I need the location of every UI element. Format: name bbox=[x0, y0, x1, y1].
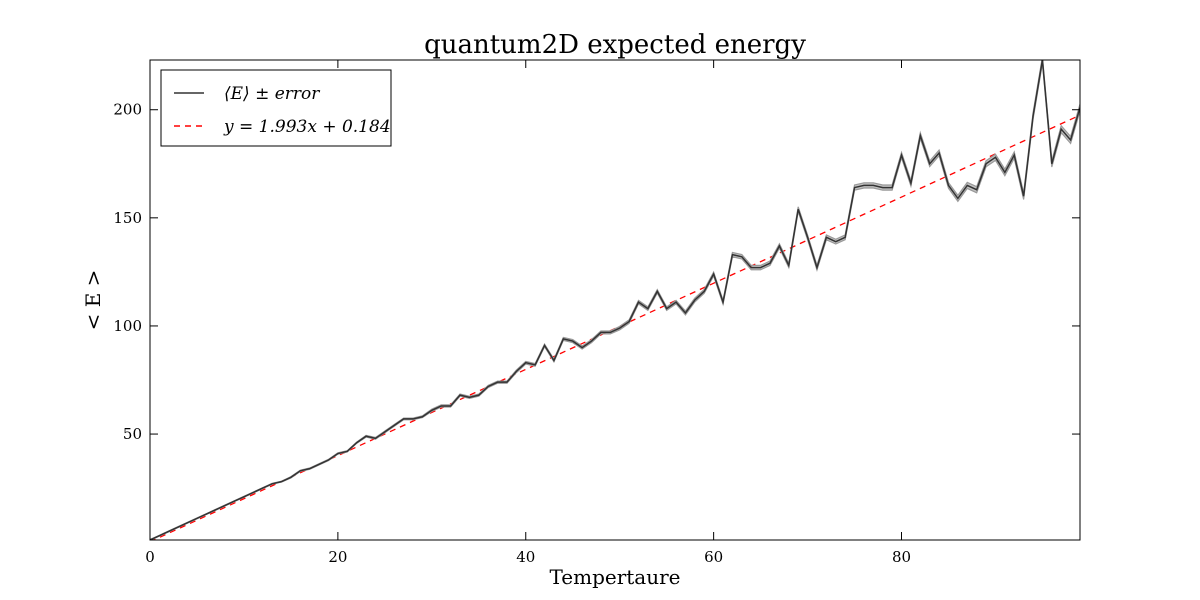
x-axis-label: Tempertaure bbox=[549, 565, 680, 589]
y-tick-label: 150 bbox=[113, 209, 142, 227]
plot-area bbox=[150, 60, 1080, 540]
chart-title: quantum2D expected energy bbox=[424, 30, 806, 60]
y-tick-label: 100 bbox=[113, 317, 142, 335]
y-axis-ticks: 50 100 150 200 bbox=[113, 101, 1080, 443]
y-tick-label: 50 bbox=[123, 425, 142, 443]
x-tick-label: 40 bbox=[516, 548, 535, 566]
legend-label-energy: ⟨E⟩ ± error bbox=[224, 84, 320, 104]
x-tick-label: 0 bbox=[145, 548, 155, 566]
x-tick-label: 20 bbox=[328, 548, 347, 566]
x-axis-ticks: 0 20 40 60 80 bbox=[145, 60, 911, 566]
plot-frame bbox=[149, 59, 1081, 541]
legend-label-fit: y = 1.993x + 0.184 bbox=[223, 117, 391, 137]
y-axis-label: < E > bbox=[81, 270, 105, 331]
energy-line bbox=[150, 60, 1080, 540]
x-tick-label: 80 bbox=[892, 548, 911, 566]
legend: ⟨E⟩ ± error y = 1.993x + 0.184 bbox=[160, 69, 392, 147]
legend-box bbox=[160, 69, 392, 147]
y-tick-label: 200 bbox=[113, 101, 142, 119]
x-tick-label: 60 bbox=[704, 548, 723, 566]
